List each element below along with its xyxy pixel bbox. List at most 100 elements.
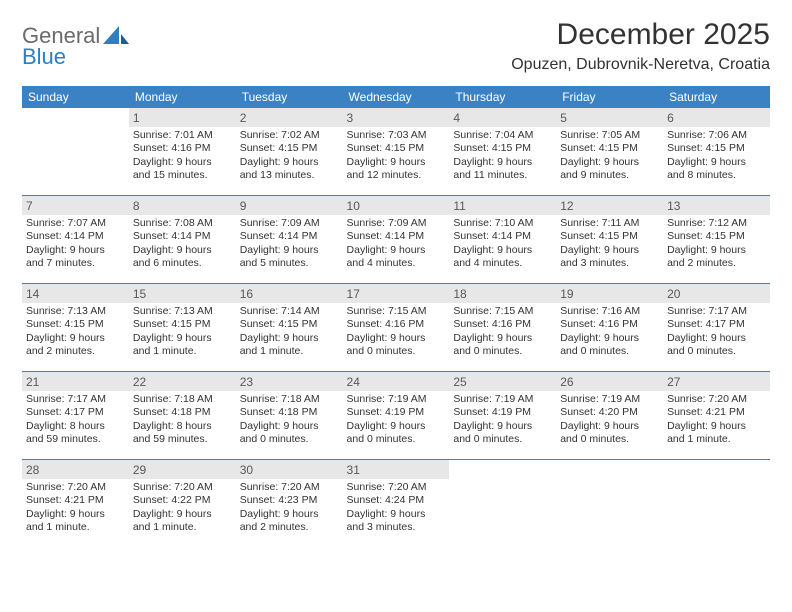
day-info-line: and 5 minutes. xyxy=(240,257,339,270)
logo-sail-icon xyxy=(103,24,129,53)
day-info-line: Sunrise: 7:13 AM xyxy=(133,305,232,318)
day-info-line: Daylight: 9 hours xyxy=(347,508,446,521)
day-info-line: Daylight: 9 hours xyxy=(133,508,232,521)
calendar-day-cell: 27Sunrise: 7:20 AMSunset: 4:21 PMDayligh… xyxy=(663,372,770,458)
day-info-line: and 7 minutes. xyxy=(26,257,125,270)
day-number: 6 xyxy=(663,108,770,127)
day-info: Sunrise: 7:13 AMSunset: 4:15 PMDaylight:… xyxy=(129,303,236,361)
day-info-line: Sunrise: 7:03 AM xyxy=(347,129,446,142)
day-number: 14 xyxy=(22,284,129,303)
day-info: Sunrise: 7:02 AMSunset: 4:15 PMDaylight:… xyxy=(236,127,343,185)
day-info-line: Sunset: 4:15 PM xyxy=(240,318,339,331)
calendar-day-cell: 17Sunrise: 7:15 AMSunset: 4:16 PMDayligh… xyxy=(343,284,450,370)
header: General Blue December 2025 Opuzen, Dubro… xyxy=(22,18,770,74)
calendar-day-cell: 7Sunrise: 7:07 AMSunset: 4:14 PMDaylight… xyxy=(22,196,129,282)
day-info-line: Sunrise: 7:19 AM xyxy=(453,393,552,406)
day-info: Sunrise: 7:17 AMSunset: 4:17 PMDaylight:… xyxy=(22,391,129,449)
dow-header: Friday xyxy=(556,86,663,108)
day-info-line: and 1 minute. xyxy=(240,345,339,358)
day-info-line: and 2 minutes. xyxy=(667,257,766,270)
day-info: Sunrise: 7:19 AMSunset: 4:20 PMDaylight:… xyxy=(556,391,663,449)
day-info: Sunrise: 7:10 AMSunset: 4:14 PMDaylight:… xyxy=(449,215,556,273)
day-info-line: and 15 minutes. xyxy=(133,169,232,182)
calendar-day-cell: 3Sunrise: 7:03 AMSunset: 4:15 PMDaylight… xyxy=(343,108,450,194)
day-info: Sunrise: 7:17 AMSunset: 4:17 PMDaylight:… xyxy=(663,303,770,361)
day-info-line: Daylight: 9 hours xyxy=(453,420,552,433)
day-info-line: and 9 minutes. xyxy=(560,169,659,182)
day-number: 23 xyxy=(236,372,343,391)
calendar-day-cell: 26Sunrise: 7:19 AMSunset: 4:20 PMDayligh… xyxy=(556,372,663,458)
day-info-line: Sunset: 4:16 PM xyxy=(560,318,659,331)
day-info-line: Daylight: 9 hours xyxy=(667,244,766,257)
calendar-day-cell: 4Sunrise: 7:04 AMSunset: 4:15 PMDaylight… xyxy=(449,108,556,194)
dow-header: Saturday xyxy=(663,86,770,108)
brand-logo: General Blue xyxy=(22,18,129,68)
day-info-line: Daylight: 9 hours xyxy=(133,244,232,257)
calendar-day-cell: 30Sunrise: 7:20 AMSunset: 4:23 PMDayligh… xyxy=(236,460,343,546)
day-info-line: Sunrise: 7:04 AM xyxy=(453,129,552,142)
day-number: 9 xyxy=(236,196,343,215)
day-number: 11 xyxy=(449,196,556,215)
day-info-line: and 0 minutes. xyxy=(453,433,552,446)
day-number: 7 xyxy=(22,196,129,215)
calendar-empty-cell xyxy=(663,460,770,546)
dow-header: Wednesday xyxy=(343,86,450,108)
day-info-line: Daylight: 9 hours xyxy=(26,332,125,345)
day-info-line: and 13 minutes. xyxy=(240,169,339,182)
day-info: Sunrise: 7:20 AMSunset: 4:21 PMDaylight:… xyxy=(22,479,129,537)
day-info: Sunrise: 7:18 AMSunset: 4:18 PMDaylight:… xyxy=(129,391,236,449)
day-info-line: Sunrise: 7:06 AM xyxy=(667,129,766,142)
calendar-week-row: 14Sunrise: 7:13 AMSunset: 4:15 PMDayligh… xyxy=(22,284,770,370)
day-info-line: Daylight: 9 hours xyxy=(667,332,766,345)
day-info-line: Sunrise: 7:17 AM xyxy=(667,305,766,318)
calendar-day-cell: 21Sunrise: 7:17 AMSunset: 4:17 PMDayligh… xyxy=(22,372,129,458)
day-info: Sunrise: 7:09 AMSunset: 4:14 PMDaylight:… xyxy=(343,215,450,273)
day-info-line: Daylight: 9 hours xyxy=(347,332,446,345)
day-info: Sunrise: 7:20 AMSunset: 4:21 PMDaylight:… xyxy=(663,391,770,449)
calendar-day-cell: 5Sunrise: 7:05 AMSunset: 4:15 PMDaylight… xyxy=(556,108,663,194)
day-info-line: and 11 minutes. xyxy=(453,169,552,182)
day-info: Sunrise: 7:20 AMSunset: 4:24 PMDaylight:… xyxy=(343,479,450,537)
day-number: 13 xyxy=(663,196,770,215)
day-info-line: and 1 minute. xyxy=(133,345,232,358)
day-info-line: Daylight: 9 hours xyxy=(453,244,552,257)
day-info-line: Sunset: 4:15 PM xyxy=(453,142,552,155)
day-info-line: Daylight: 9 hours xyxy=(560,420,659,433)
calendar-day-cell: 16Sunrise: 7:14 AMSunset: 4:15 PMDayligh… xyxy=(236,284,343,370)
dow-header: Tuesday xyxy=(236,86,343,108)
logo-word-blue: Blue xyxy=(22,45,100,68)
day-info-line: Sunrise: 7:12 AM xyxy=(667,217,766,230)
day-info-line: Sunrise: 7:17 AM xyxy=(26,393,125,406)
day-info: Sunrise: 7:15 AMSunset: 4:16 PMDaylight:… xyxy=(343,303,450,361)
day-info-line: Sunrise: 7:19 AM xyxy=(347,393,446,406)
day-number: 25 xyxy=(449,372,556,391)
day-info-line: Sunset: 4:20 PM xyxy=(560,406,659,419)
day-info-line: and 3 minutes. xyxy=(560,257,659,270)
day-info-line: Sunrise: 7:20 AM xyxy=(667,393,766,406)
day-info-line: Sunset: 4:16 PM xyxy=(133,142,232,155)
day-info-line: Daylight: 9 hours xyxy=(240,332,339,345)
day-info-line: Sunset: 4:14 PM xyxy=(240,230,339,243)
day-info-line: Sunset: 4:15 PM xyxy=(560,230,659,243)
day-info-line: Sunrise: 7:13 AM xyxy=(26,305,125,318)
day-info: Sunrise: 7:09 AMSunset: 4:14 PMDaylight:… xyxy=(236,215,343,273)
calendar-week-row: 1Sunrise: 7:01 AMSunset: 4:16 PMDaylight… xyxy=(22,108,770,194)
day-info-line: Sunset: 4:15 PM xyxy=(26,318,125,331)
calendar-day-cell: 18Sunrise: 7:15 AMSunset: 4:16 PMDayligh… xyxy=(449,284,556,370)
day-number: 3 xyxy=(343,108,450,127)
day-number: 10 xyxy=(343,196,450,215)
dow-header: Sunday xyxy=(22,86,129,108)
day-info: Sunrise: 7:04 AMSunset: 4:15 PMDaylight:… xyxy=(449,127,556,185)
day-info-line: Daylight: 9 hours xyxy=(133,156,232,169)
calendar-empty-cell xyxy=(22,108,129,194)
day-info-line: Sunrise: 7:16 AM xyxy=(560,305,659,318)
day-info-line: and 0 minutes. xyxy=(240,433,339,446)
day-info-line: and 0 minutes. xyxy=(453,345,552,358)
day-info: Sunrise: 7:05 AMSunset: 4:15 PMDaylight:… xyxy=(556,127,663,185)
day-info-line: Daylight: 9 hours xyxy=(26,508,125,521)
day-info: Sunrise: 7:08 AMSunset: 4:14 PMDaylight:… xyxy=(129,215,236,273)
day-info-line: and 4 minutes. xyxy=(453,257,552,270)
day-number: 16 xyxy=(236,284,343,303)
day-info-line: Sunrise: 7:01 AM xyxy=(133,129,232,142)
day-number: 5 xyxy=(556,108,663,127)
